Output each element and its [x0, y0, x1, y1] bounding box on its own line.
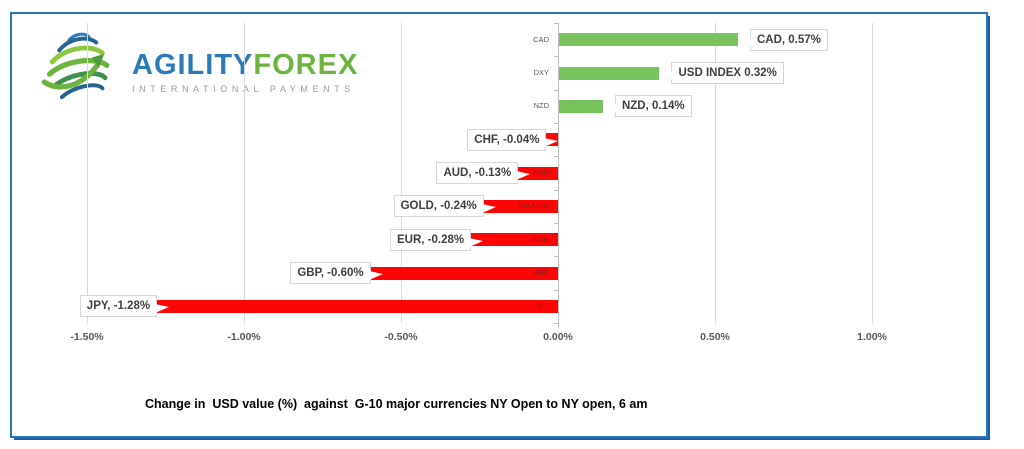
- data-label-callout: NZD, 0.14%: [602, 95, 692, 118]
- gridline: [872, 23, 873, 323]
- logo: AGILITYFOREX INTERNATIONAL PAYMENTS: [30, 24, 358, 112]
- chart-frame: AGILITYFOREX INTERNATIONAL PAYMENTS -1.5…: [10, 12, 988, 438]
- brand-tagline: INTERNATIONAL PAYMENTS: [132, 84, 355, 94]
- category-label: JPY: [535, 301, 549, 311]
- category-label: AUD: [533, 168, 549, 177]
- logo-globe-icon: [41, 32, 110, 100]
- category-label: NZD: [533, 101, 549, 111]
- axis-tick: [554, 256, 558, 258]
- callout-tail: [602, 104, 617, 114]
- bar: [559, 99, 603, 113]
- callout-tail: [481, 204, 496, 214]
- data-label-callout: USD INDEX 0.32%: [659, 62, 784, 84]
- axis-tick: [554, 289, 558, 291]
- gridline: [244, 23, 245, 323]
- axis-tick: [554, 56, 558, 58]
- brand-primary: AGILITY: [132, 49, 254, 81]
- category-label: CAD: [533, 34, 549, 44]
- bar: [369, 266, 558, 280]
- plot-area: -1.50% -1.00% -0.50% 0.00% 0.50% 1.00% CAD CAD,…: [12, 14, 986, 436]
- category-label: XAUUSD: [517, 201, 549, 211]
- data-label-callout: JPY, -1.28%: [79, 295, 170, 318]
- callout-tail: [516, 171, 531, 180]
- gridline: [715, 23, 716, 323]
- category-label: EUR: [533, 234, 549, 244]
- callout-tail: [737, 37, 752, 47]
- axis-tick: [554, 323, 558, 324]
- x-tick-label: 1.00%: [857, 331, 887, 343]
- data-label-callout: AUD, -0.13%: [436, 162, 531, 184]
- gridline: [401, 23, 402, 323]
- chart-title: Change in USD value (%) against G-10 maj…: [145, 397, 648, 411]
- gridline: [87, 23, 88, 323]
- x-tick-label: -1.00%: [227, 331, 261, 343]
- category-label: GBP: [533, 268, 549, 277]
- data-label-callout: CHF, -0.04%: [467, 128, 559, 151]
- callout-tail: [659, 71, 674, 80]
- axis-tick: [554, 189, 558, 191]
- x-tick-label: -1.50%: [70, 331, 104, 343]
- axis-tick: [554, 23, 558, 24]
- bar: [482, 199, 558, 213]
- axis-tick: [554, 223, 558, 224]
- x-tick-label: 0.00%: [543, 331, 573, 343]
- brand-secondary: FOREX: [253, 49, 359, 81]
- brand-name: AGILITYFOREX INTERNATIONAL PAYMENTS: [132, 50, 358, 94]
- axis-tick: [554, 156, 558, 158]
- category-label: DXY: [533, 68, 549, 77]
- zero-axis-line: [558, 23, 559, 327]
- bar: [156, 299, 558, 313]
- callout-tail: [469, 237, 484, 247]
- bar: [559, 66, 660, 80]
- callout-tail: [544, 137, 559, 147]
- x-tick-label: -0.50%: [384, 331, 418, 343]
- axis-tick: [554, 123, 558, 124]
- data-label-callout: EUR, -0.28%: [389, 228, 484, 251]
- data-label-callout: CAD, 0.57%: [737, 28, 828, 51]
- bar: [559, 33, 738, 47]
- data-label-callout: GBP, -0.60%: [290, 262, 383, 284]
- callout-tail: [368, 271, 383, 280]
- axis-tick: [554, 89, 558, 91]
- data-label-callout: GOLD, -0.24%: [393, 195, 496, 218]
- x-tick-label: 0.50%: [700, 331, 730, 343]
- callout-tail: [155, 304, 170, 314]
- bar: [470, 233, 558, 247]
